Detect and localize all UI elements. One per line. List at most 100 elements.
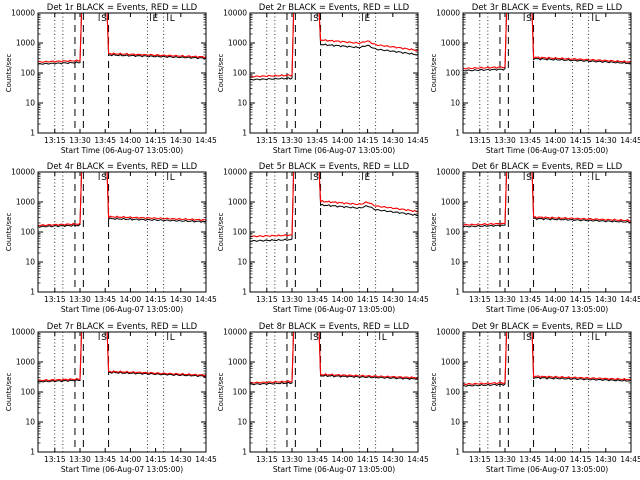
y-tick-label: 10 xyxy=(25,258,35,267)
y-tick-label: 1 xyxy=(30,129,35,138)
y-tick-label: 10000 xyxy=(11,9,35,18)
x-tick-label: 14:30 xyxy=(595,455,617,464)
events-series-line xyxy=(250,13,418,81)
x-tick-label: 13:15 xyxy=(469,295,491,304)
detector-panel-3: 1 10 100 1000 10000 13:15 13:30 13:45 14:00 14:15… xyxy=(430,3,640,155)
x-tick-label: 14:15 xyxy=(570,455,592,464)
events-series-line xyxy=(250,172,418,242)
x-axis-label: Start Time (06-Aug-07 13:05:00) xyxy=(61,465,183,474)
y-axis-label: Counts/sec xyxy=(217,213,225,252)
y-tick-label: 1000 xyxy=(16,198,35,207)
marker-label-S: S xyxy=(526,14,532,24)
marker-label-S: S xyxy=(101,333,107,343)
x-tick-label: 14:45 xyxy=(620,136,640,145)
x-tick-label: 14:00 xyxy=(120,295,142,304)
x-tick-label: 14:00 xyxy=(332,455,354,464)
x-tick-label: 13:45 xyxy=(94,455,116,464)
detector-panel-6: 1 10 100 1000 10000 13:15 13:30 13:45 14:00 14:15… xyxy=(430,162,640,314)
y-tick-label: 1 xyxy=(455,129,460,138)
marker-label-S: S xyxy=(313,14,319,24)
y-tick-label: 10000 xyxy=(436,328,460,337)
panel-title: Det 4r BLACK = Events, RED = LLD xyxy=(47,162,198,172)
x-tick-label: 13:30 xyxy=(494,295,516,304)
x-tick-label: 13:15 xyxy=(469,455,491,464)
x-tick-label: 13:30 xyxy=(281,455,303,464)
x-tick-label: 14:45 xyxy=(407,136,429,145)
x-tick-label: 14:00 xyxy=(545,455,567,464)
marker-label-S: S xyxy=(526,173,532,183)
x-tick-label: 13:30 xyxy=(494,136,516,145)
y-tick-label: 100 xyxy=(233,388,248,397)
events-series-line xyxy=(38,332,206,383)
y-axis-label: Counts/sec xyxy=(430,213,438,252)
x-tick-label: 14:00 xyxy=(120,455,142,464)
y-tick-label: 1000 xyxy=(441,39,460,48)
events-series-line xyxy=(250,332,418,386)
y-axis-label: Counts/sec xyxy=(217,373,225,412)
x-tick-label: 14:45 xyxy=(620,295,640,304)
marker-label-L: L xyxy=(170,14,175,24)
y-tick-label: 100 xyxy=(233,228,248,237)
y-tick-label: 100 xyxy=(233,69,248,78)
x-tick-label: 14:15 xyxy=(357,295,379,304)
x-tick-label: 14:15 xyxy=(570,136,592,145)
y-tick-label: 100 xyxy=(446,388,461,397)
lld-series-line xyxy=(38,332,206,382)
y-tick-label: 1 xyxy=(30,448,35,457)
y-tick-label: 1000 xyxy=(228,358,247,367)
detector-panel-7: 1 10 100 1000 10000 13:15 13:30 13:45 14:00 14:15… xyxy=(5,322,217,474)
y-tick-label: 1 xyxy=(242,448,247,457)
marker-label-S: S xyxy=(313,173,319,183)
events-series-line xyxy=(38,172,206,228)
y-tick-label: 10 xyxy=(450,99,460,108)
x-axis-label: Start Time (06-Aug-07 13:05:00) xyxy=(486,146,608,155)
x-tick-label: 13:45 xyxy=(306,136,328,145)
x-tick-label: 14:00 xyxy=(545,136,567,145)
panel-title: Det 8r BLACK = Events, RED = LLD xyxy=(259,322,410,332)
y-tick-label: 100 xyxy=(21,228,36,237)
x-tick-label: 13:15 xyxy=(256,136,278,145)
lld-series-line xyxy=(38,13,206,63)
x-tick-label: 13:45 xyxy=(306,295,328,304)
lld-series-line xyxy=(38,172,206,227)
lld-series-line xyxy=(463,332,631,386)
events-series-line xyxy=(463,332,631,387)
y-tick-label: 10000 xyxy=(11,328,35,337)
x-tick-label: 14:00 xyxy=(120,136,142,145)
y-tick-label: 10 xyxy=(25,418,35,427)
x-tick-label: 13:15 xyxy=(469,136,491,145)
y-tick-label: 1000 xyxy=(16,39,35,48)
x-tick-label: 14:30 xyxy=(595,136,617,145)
x-axis-label: Start Time (06-Aug-07 13:05:00) xyxy=(486,465,608,474)
y-axis-label: Counts/sec xyxy=(5,373,13,412)
y-tick-label: 10000 xyxy=(436,9,460,18)
x-tick-label: 14:45 xyxy=(620,455,640,464)
detector-panel-9: 1 10 100 1000 10000 13:15 13:30 13:45 14:00 14:15… xyxy=(430,322,640,474)
y-axis-label: Counts/sec xyxy=(430,54,438,93)
x-tick-label: 14:15 xyxy=(357,455,379,464)
x-axis-label: Start Time (06-Aug-07 13:05:00) xyxy=(273,305,395,314)
y-axis-label: Counts/sec xyxy=(5,54,13,93)
x-axis-label: Start Time (06-Aug-07 13:05:00) xyxy=(486,305,608,314)
x-tick-label: 14:15 xyxy=(357,136,379,145)
x-tick-label: 13:15 xyxy=(44,136,66,145)
marker-label-L: L xyxy=(595,333,600,343)
y-tick-label: 1000 xyxy=(228,39,247,48)
panel-title: Det 9r BLACK = Events, RED = LLD xyxy=(472,322,623,332)
detector-panel-2: 1 10 100 1000 10000 13:15 13:30 13:45 14:00 14:15… xyxy=(217,3,429,155)
y-axis-label: Counts/sec xyxy=(430,373,438,412)
panel-title: Det 3r BLACK = Events, RED = LLD xyxy=(472,3,623,13)
y-tick-label: 10000 xyxy=(223,9,247,18)
x-tick-label: 13:45 xyxy=(94,295,116,304)
x-tick-label: 13:45 xyxy=(519,136,541,145)
x-tick-label: 13:15 xyxy=(44,455,66,464)
marker-label-S: S xyxy=(101,14,107,24)
y-axis-label: Counts/sec xyxy=(217,54,225,93)
x-tick-label: 13:15 xyxy=(256,455,278,464)
x-tick-label: 14:00 xyxy=(332,295,354,304)
x-tick-label: 14:30 xyxy=(170,295,192,304)
x-tick-label: 13:30 xyxy=(494,455,516,464)
x-axis-label: Start Time (06-Aug-07 13:05:00) xyxy=(273,146,395,155)
marker-label-E: E xyxy=(153,14,159,24)
y-tick-label: 10 xyxy=(450,418,460,427)
